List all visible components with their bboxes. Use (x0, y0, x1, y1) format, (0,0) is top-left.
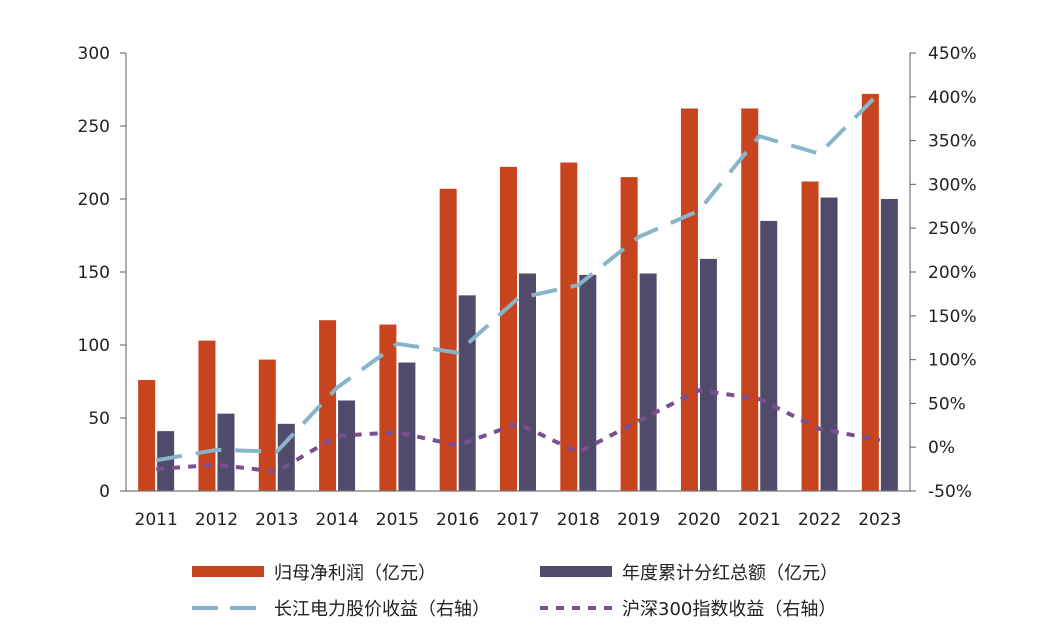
left-axis-tick-label: 250 (78, 117, 110, 137)
line-series-group (155, 90, 882, 474)
x-axis-tick-label-2017: 2017 (496, 510, 539, 530)
right-axis-tick-label: 450% (928, 44, 977, 64)
line-csi300-return (156, 388, 881, 474)
right-axis-tick-label: -50% (928, 482, 972, 502)
bar-net-profit-2011 (138, 380, 156, 491)
bar-dividend-2015 (398, 362, 416, 491)
bar-net-profit-2017 (500, 166, 517, 491)
legend: 归母净利润（亿元） 年度累计分红总额（亿元） 长江电力股价收益（右轴） 沪深300指数… (192, 563, 838, 620)
right-axis-tick-label: 300% (928, 175, 977, 195)
right-axis-tick-label: 100% (928, 351, 977, 371)
bar-net-profit-2018 (560, 162, 578, 491)
left-axis-tick-label: 50 (88, 409, 110, 429)
legend-item-2: 年度累计分红总额（亿元） (540, 563, 838, 584)
bar-net-profit-2021 (741, 108, 759, 491)
bar-net-profit-2013 (258, 359, 276, 491)
legend-item-3: 长江电力股价收益（右轴） (192, 599, 490, 620)
right-axis-tick-label: 200% (928, 263, 977, 283)
right-axis-tick-label: 50% (928, 394, 966, 414)
left-axis-tick-label: 100 (78, 336, 110, 356)
right-axis-tick-label: 350% (928, 132, 977, 152)
x-axis: 2011 2012 2013 2014 2015 2016 2017 2018 2019 2020… (126, 490, 910, 530)
legend-item-4: 沪深300指数收益（右轴） (540, 599, 836, 620)
x-axis-tick-label-2018: 2018 (557, 510, 600, 530)
x-axis-tick-label-2019: 2019 (617, 510, 660, 530)
bar-net-profit-2023 (861, 93, 879, 491)
bar-dividend-2022 (820, 197, 838, 492)
bar-dividend-2017 (519, 273, 536, 491)
x-axis-tick-label-2014: 2014 (315, 510, 358, 530)
bar-dividend-2016 (458, 295, 476, 491)
legend-label: 年度累计分红总额（亿元） (622, 563, 838, 584)
x-axis-tick-label-2012: 2012 (195, 510, 238, 530)
x-axis-tick-label-2022: 2022 (798, 510, 841, 530)
left-axis-tick-label: 200 (78, 190, 110, 210)
right-axis: -50% 0% 50% 100% 150% 200% 250% 300% 350% 400% 450… (909, 44, 977, 502)
right-axis-tick-label: 150% (928, 307, 977, 327)
bar-dividend-2012 (217, 413, 235, 491)
x-axis-tick-label-2011: 2011 (135, 510, 178, 530)
left-axis-tick-label: 0 (99, 482, 110, 502)
left-axis: 0 50 100 150 200 250 300 (78, 44, 127, 502)
x-axis-tick-label-2023: 2023 (858, 510, 901, 530)
bar-dividend-2014 (338, 400, 356, 491)
legend-label: 归母净利润（亿元） (274, 563, 436, 584)
bar-dividend-2019 (639, 273, 657, 491)
bar-net-profit-2022 (801, 181, 819, 492)
left-axis-tick-label: 300 (78, 44, 110, 64)
legend-label: 沪深300指数收益（右轴） (622, 599, 836, 620)
bar-net-profit-2015 (379, 324, 397, 491)
bar-series-group (138, 93, 898, 492)
bar-net-profit-2012 (198, 340, 216, 491)
right-axis-tick-label: 250% (928, 219, 977, 239)
bar-net-profit-2019 (620, 177, 638, 491)
line-stock-return (155, 90, 882, 463)
left-axis-tick-label: 150 (78, 263, 110, 283)
legend-swatch-bar (540, 566, 612, 577)
bar-dividend-2021 (760, 220, 778, 491)
bar-net-profit-2020 (680, 108, 698, 491)
bar-net-profit-2016 (439, 188, 457, 491)
bar-dividend-2013 (277, 423, 295, 491)
x-axis-tick-label-2020: 2020 (677, 510, 720, 530)
right-axis-tick-label: 400% (928, 88, 977, 108)
bar-dividend-2011 (157, 431, 175, 491)
bar-dividend-2018 (579, 274, 597, 491)
legend-label: 长江电力股价收益（右轴） (274, 599, 490, 620)
x-axis-tick-label-2016: 2016 (436, 510, 479, 530)
x-axis-tick-label-2015: 2015 (376, 510, 419, 530)
x-axis-tick-label-2013: 2013 (255, 510, 298, 530)
bar-dividend-2023 (880, 199, 898, 491)
legend-swatch-bar (192, 566, 264, 577)
x-axis-tick-label-2021: 2021 (738, 510, 781, 530)
right-axis-tick-label: 0% (928, 438, 955, 458)
bar-dividend-2020 (699, 258, 717, 491)
legend-item-1: 归母净利润（亿元） (192, 563, 436, 584)
bar-net-profit-2014 (319, 320, 337, 491)
